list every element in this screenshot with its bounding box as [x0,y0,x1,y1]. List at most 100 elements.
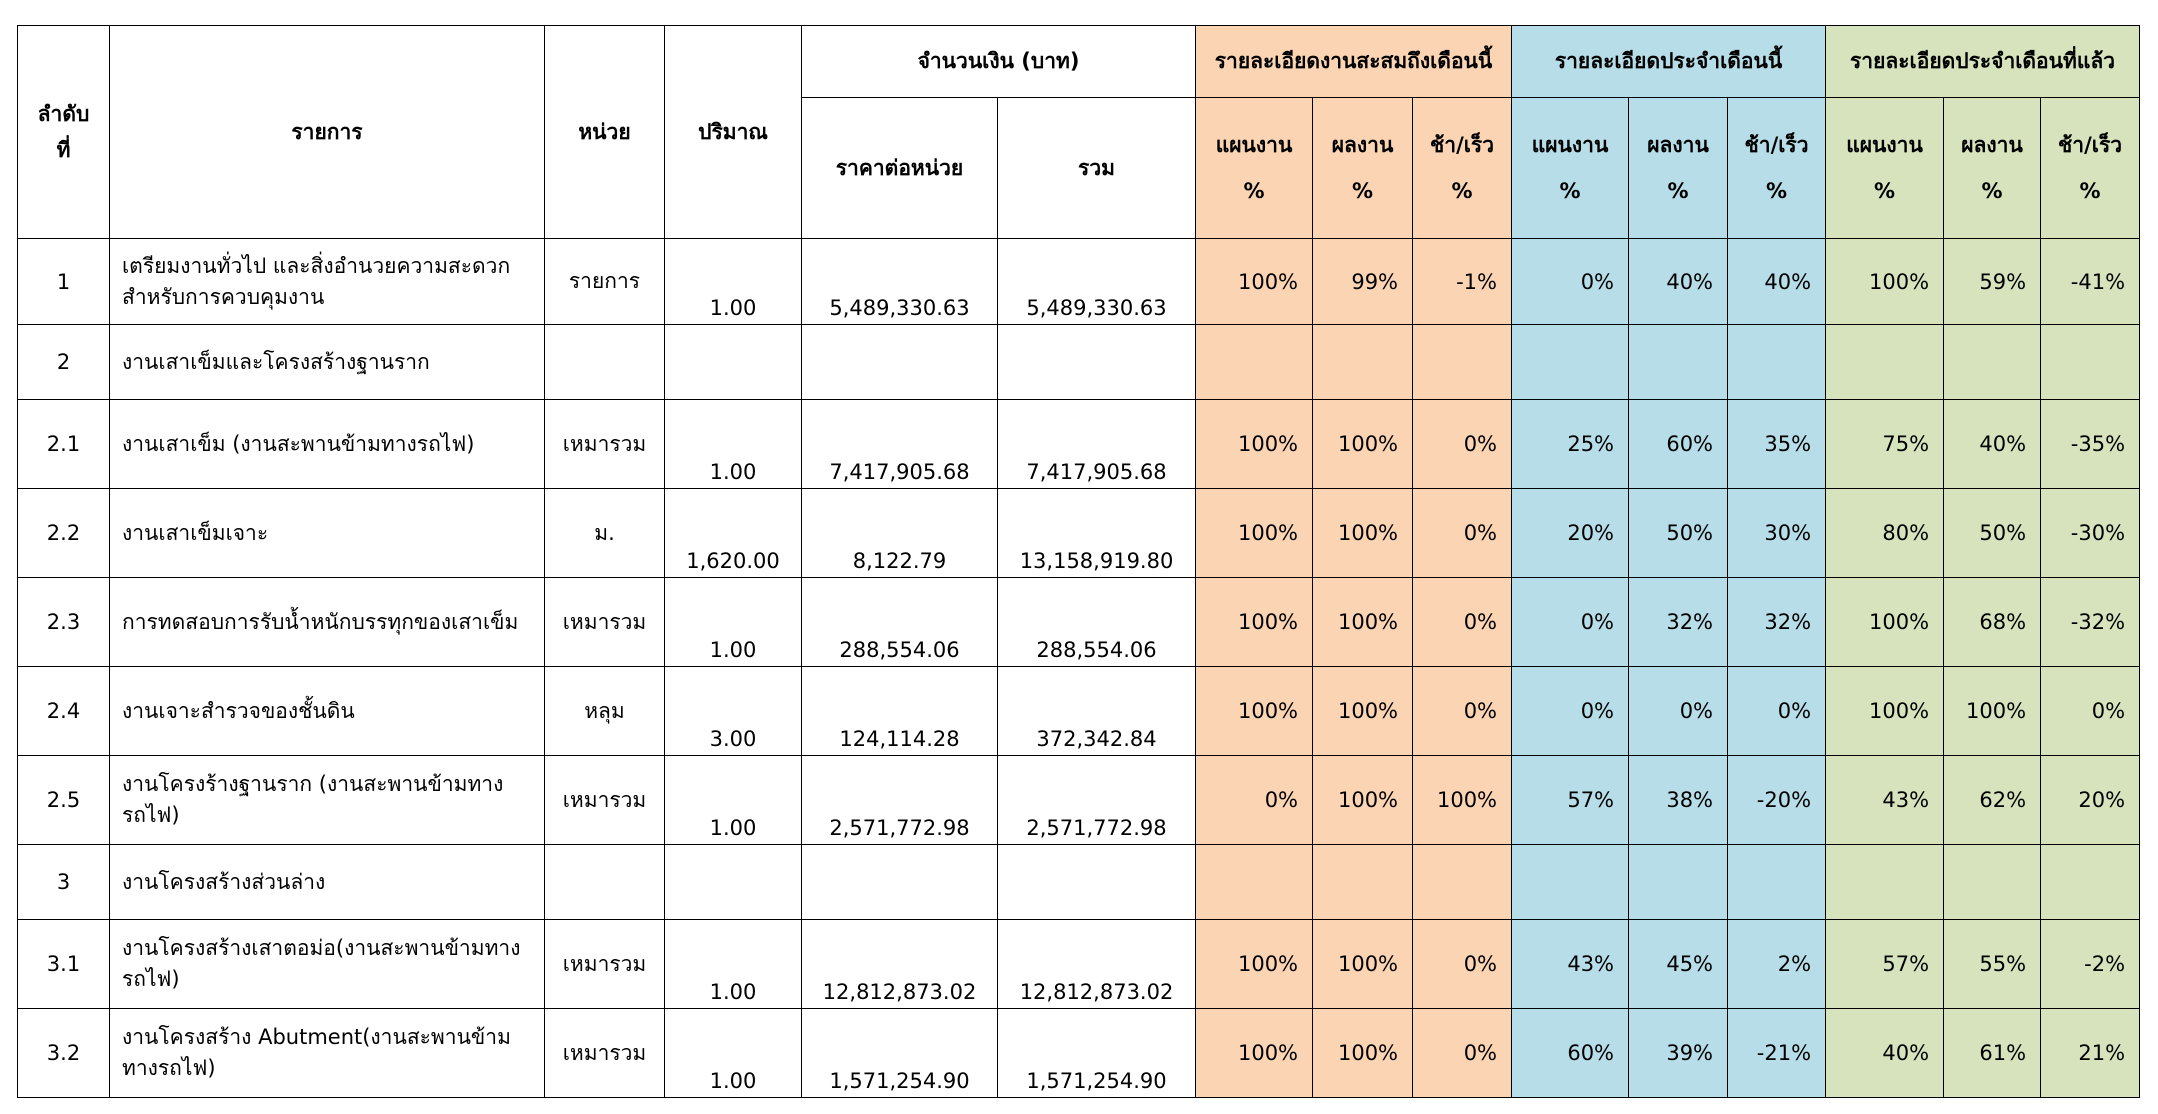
cell-last-diff: -2% [2040,919,2141,1009]
cell-item: เตรียมงานทั่วไป และสิ่งอำนวยความสะดวก สำ… [109,238,545,325]
cell-cum-result: 100% [1312,755,1414,845]
cell-cum-plan: 100% [1195,488,1314,578]
cell-this-result: 50% [1628,488,1729,578]
cell-last-result: 61% [1943,1008,2042,1098]
cell-unit [544,844,665,920]
cell-this-diff: 30% [1727,488,1827,578]
progress-table: ลำดับ ที่ รายการ หน่วย ปริมาณ จำนวนเงิน … [17,25,2141,1098]
cell-last-result: 68% [1943,577,2042,667]
cell-unit-price: 1,571,254.90 [801,1008,998,1098]
cell-cum-diff [1412,844,1513,920]
cell-this-plan: 25% [1511,399,1630,489]
cell-last-plan: 100% [1825,666,1945,756]
cell-this-plan: 0% [1511,577,1630,667]
table-row: 2.1 งานเสาเข็ม (งานสะพานข้ามทางรถไฟ) เหมาร… [17,399,2141,489]
cell-cum-diff: 0% [1412,577,1513,667]
cell-total: 288,554.06 [996,577,1197,667]
header-cum-result: ผลงาน % [1312,97,1414,239]
header-money: จำนวนเงิน (บาท) [800,25,1197,98]
cell-last-plan [1825,324,1945,400]
cell-unit-price [801,844,998,920]
cell-last-result: 62% [1943,755,2042,845]
cell-last-diff [2040,324,2141,400]
header-group-cumulative: รายละเอียดงานสะสมถึงเดือนนี้ [1195,25,1513,98]
cell-last-result [1943,324,2042,400]
cell-unit-price: 7,417,905.68 [801,399,998,489]
cell-total: 7,417,905.68 [996,399,1197,489]
cell-cum-result: 99% [1312,238,1414,325]
cell-this-diff: 40% [1727,238,1827,325]
cell-unit: เหมารวม [544,919,665,1009]
cell-seq: 2.2 [17,488,110,578]
header-item: รายการ [109,25,545,239]
cell-total: 12,812,873.02 [996,919,1197,1009]
cell-cum-result: 100% [1312,577,1414,667]
cell-unit: ม. [544,488,665,578]
cell-this-diff: 0% [1727,666,1827,756]
cell-qty: 1.00 [664,1008,802,1098]
cell-last-diff: 21% [2040,1008,2141,1098]
cell-item: การทดสอบการรับน้ำหนักบรรทุกของเสาเข็ม [109,577,545,667]
header-this-plan: แผนงาน % [1511,97,1630,239]
cell-qty: 1.00 [664,755,802,845]
cell-item: งานโครงสร้างเสาตอม่อ(งานสะพานข้ามทาง รถไ… [109,919,545,1009]
cell-cum-diff: -1% [1412,238,1513,325]
cell-cum-result: 100% [1312,488,1414,578]
cell-last-result: 55% [1943,919,2042,1009]
cell-cum-plan [1195,324,1314,400]
cell-unit-price: 5,489,330.63 [801,238,998,325]
cell-last-diff: 20% [2040,755,2141,845]
cell-unit-price [801,324,998,400]
cell-last-plan: 75% [1825,399,1945,489]
table-row: 2.4 งานเจาะสำรวจของชั้นดิน หลุม 3.00 124,114… [17,666,2141,756]
cell-last-diff: -41% [2040,238,2141,325]
cell-item: งานเสาเข็มเจาะ [109,488,545,578]
cell-unit: รายการ [544,238,665,325]
header-cum-diff: ช้า/เร็ว % [1412,97,1513,239]
cell-last-result [1943,844,2042,920]
cell-seq: 2 [17,324,110,400]
cell-this-diff: -21% [1727,1008,1827,1098]
cell-this-plan [1511,324,1630,400]
table-row: 2.2 งานเสาเข็มเจาะ ม. 1,620.00 8,122.79 13,15… [17,488,2141,578]
cell-seq: 3.2 [17,1008,110,1098]
cell-qty: 1.00 [664,577,802,667]
cell-last-diff: -30% [2040,488,2141,578]
header-this-result: ผลงาน % [1628,97,1729,239]
cell-this-diff [1727,844,1827,920]
cell-this-diff: 32% [1727,577,1827,667]
cell-item: งานเจาะสำรวจของชั้นดิน [109,666,545,756]
cell-last-plan: 40% [1825,1008,1945,1098]
cell-this-diff: 2% [1727,919,1827,1009]
cell-total: 13,158,919.80 [996,488,1197,578]
cell-cum-result: 100% [1312,399,1414,489]
cell-last-result: 40% [1943,399,2042,489]
table-row: 2.5 งานโครงร้างฐานราก (งานสะพานข้ามทาง รถ… [17,755,2141,845]
cell-unit: เหมารวม [544,1008,665,1098]
cell-cum-plan: 100% [1195,238,1314,325]
cell-total [996,324,1197,400]
cell-this-result: 0% [1628,666,1729,756]
cell-this-diff: -20% [1727,755,1827,845]
cell-unit-price: 288,554.06 [801,577,998,667]
header-seq: ลำดับ ที่ [17,25,110,239]
cell-unit: เหมารวม [544,577,665,667]
table-row: 3.1 งานโครงสร้างเสาตอม่อ(งานสะพานข้ามทาง … [17,919,2141,1009]
cell-cum-plan: 0% [1195,755,1314,845]
cell-seq: 3.1 [17,919,110,1009]
cell-qty [664,844,802,920]
cell-item: งานโครงสร้าง Abutment(งานสะพานข้าม ทางรถ… [109,1008,545,1098]
cell-cum-diff: 0% [1412,919,1513,1009]
cell-total: 372,342.84 [996,666,1197,756]
table-row: 2.3 การทดสอบการรับน้ำหนักบรรทุกของเสาเข็ม… [17,577,2141,667]
cell-last-diff [2040,844,2141,920]
cell-this-result: 40% [1628,238,1729,325]
cell-cum-plan: 100% [1195,919,1314,1009]
cell-unit: เหมารวม [544,755,665,845]
table-row: 1 เตรียมงานทั่วไป และสิ่งอำนวยความสะดวก ส… [17,238,2141,325]
cell-this-plan: 20% [1511,488,1630,578]
cell-this-plan: 60% [1511,1008,1630,1098]
header-group-last-month: รายละเอียดประจำเดือนที่แล้ว [1825,25,2141,98]
cell-cum-diff: 0% [1412,488,1513,578]
cell-unit: เหมารวม [544,399,665,489]
